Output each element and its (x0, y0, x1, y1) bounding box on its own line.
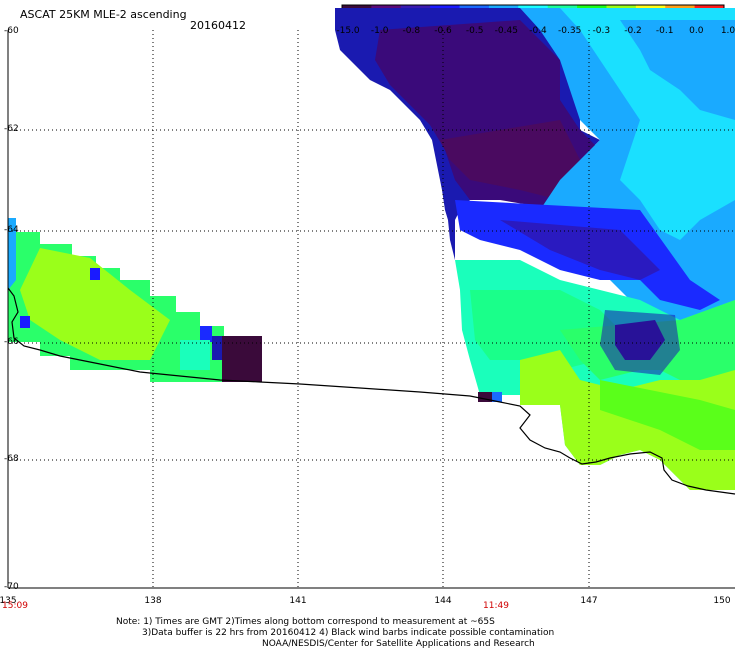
coastline (7, 287, 736, 495)
data-swath-east (335, 8, 735, 490)
chart-date: 20160412 (190, 19, 246, 32)
footer-note-1: Note: 1) Times are GMT 2)Times along bot… (116, 617, 495, 627)
x-label-141: 141 (289, 596, 307, 606)
y-label-64: -64 (4, 225, 19, 235)
data-swath-west (8, 218, 262, 382)
y-label-60: -60 (4, 26, 19, 36)
colorbar-tick-label: -0.5 (465, 26, 484, 36)
footer-note-2: 3)Data buffer is 22 hrs from 20160412 4)… (142, 628, 555, 638)
colorbar-tick-label: -0.6 (434, 26, 452, 36)
x-label-138: 138 (144, 596, 162, 606)
x-label-147: 147 (580, 596, 598, 606)
colorbar-tick-label: -0.2 (624, 26, 642, 36)
footer-credit: NOAA/NESDIS/Center for Satellite Applica… (262, 639, 535, 649)
y-label-66: -66 (4, 337, 19, 347)
x-label-144: 144 (434, 596, 452, 606)
y-label-62: -62 (4, 124, 19, 134)
colorbar-tick-label: -0.8 (402, 26, 421, 36)
colorbar-tick-label: -0.1 (655, 26, 674, 36)
map-gridlines (8, 30, 735, 588)
colorbar-tick-label: -1.0 (370, 26, 389, 36)
colorbar-tick-label: -0.35 (558, 26, 582, 36)
colorbar-tick-label: 0.0 (689, 26, 704, 36)
y-label-68: -68 (4, 454, 19, 464)
time-label-west: 15:09 (2, 601, 28, 611)
colorbar-tick-label: -15.0 (336, 26, 360, 36)
plot-frame (7, 30, 735, 589)
colorbar-tick-label: -0.4 (529, 26, 547, 36)
colorbar-tick-label: 1.0 (720, 26, 736, 36)
x-label-135: 135 (0, 596, 17, 606)
colorbar-tick-label: -0.3 (592, 26, 611, 36)
y-label-70: -70 (4, 582, 19, 592)
time-label-east: 11:49 (483, 601, 509, 611)
colorbar-tick-label: -0.45 (494, 26, 518, 36)
chart-title: ASCAT 25KM MLE-2 ascending (20, 8, 187, 21)
x-label-150: 150 (713, 596, 731, 606)
